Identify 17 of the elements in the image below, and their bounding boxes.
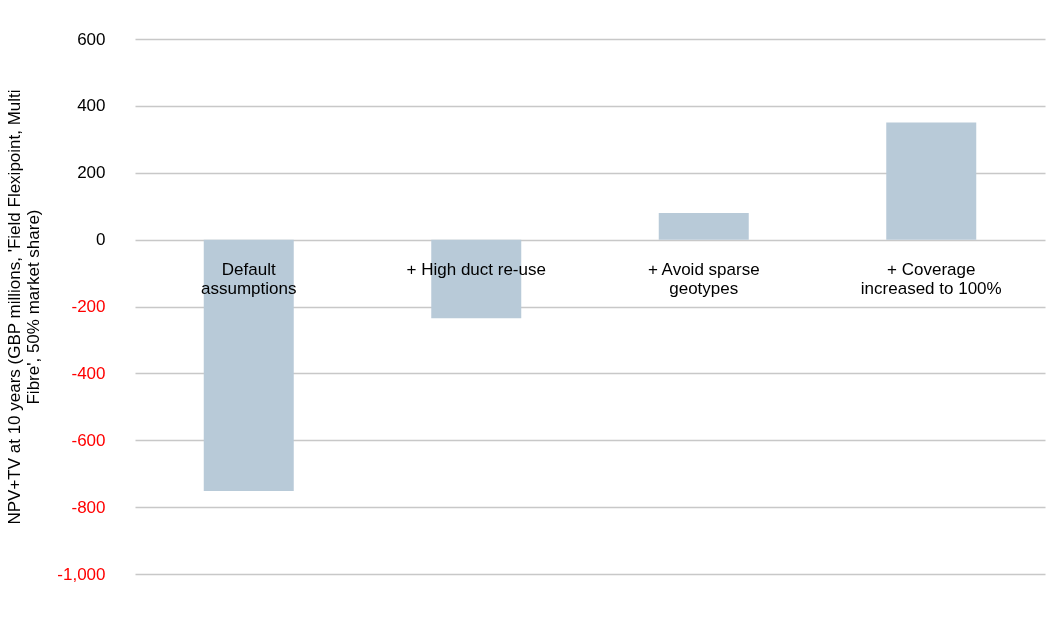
y-tick-label: -400 bbox=[71, 363, 106, 383]
y-axis-title: NPV+TV at 10 years (GBP millions, 'Field Flexipoint, Multi Fibre', 50% market share) bbox=[5, 89, 44, 525]
x-tick-label: Default assumptions bbox=[201, 259, 297, 298]
y-tick-label: -800 bbox=[71, 497, 106, 517]
bar bbox=[203, 239, 294, 492]
y-tick-label: 400 bbox=[77, 96, 106, 116]
y-tick-label: -1,000 bbox=[57, 564, 106, 584]
y-tick-label: 600 bbox=[77, 29, 106, 49]
y-tick-label: -200 bbox=[71, 297, 106, 316]
bar bbox=[886, 122, 977, 240]
y-tick-label: 0 bbox=[96, 230, 106, 250]
x-tick-label: + Avoid sparse geotypes bbox=[647, 259, 760, 298]
bar bbox=[658, 212, 749, 240]
x-tick-label: + High duct re-use bbox=[406, 259, 546, 279]
x-tick-label: + Coverage increased to 100% bbox=[860, 259, 1002, 298]
y-tick-label: 200 bbox=[77, 163, 106, 183]
y-tick-label: -600 bbox=[71, 430, 106, 450]
